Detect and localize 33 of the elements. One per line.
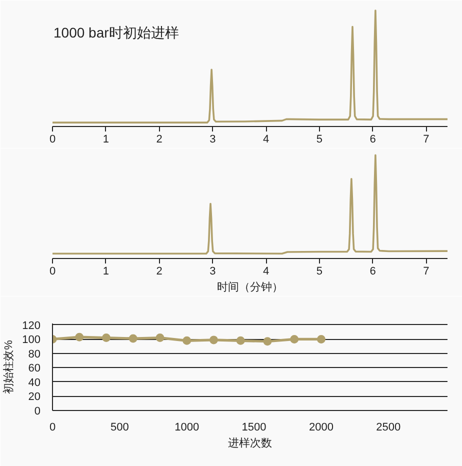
x-tick-label: 6 bbox=[370, 266, 376, 278]
x-tick-label: 1 bbox=[102, 134, 109, 146]
text: 1000 bar时初始进样 bbox=[54, 24, 179, 40]
x-tick-label: 2000 bbox=[308, 422, 334, 434]
x-tick-label: 2 bbox=[156, 266, 162, 278]
y-tick-label: 100 bbox=[22, 334, 41, 346]
x-tick-label: 500 bbox=[110, 422, 129, 434]
x-tick-label: 4 bbox=[262, 134, 270, 146]
x-tick-label: 7 bbox=[423, 266, 430, 278]
y-axis-title: 初始柱效% bbox=[2, 340, 16, 394]
x-tick-label: 0 bbox=[49, 266, 56, 278]
x-tick-label: 3 bbox=[210, 134, 216, 146]
x-tick-label: 0 bbox=[49, 134, 56, 146]
y-tick-label: 80 bbox=[28, 348, 41, 360]
x-axis-title: 进样次数 bbox=[228, 436, 272, 450]
x-tick-label: 6 bbox=[370, 134, 376, 146]
x-tick-label: 1 bbox=[102, 266, 109, 278]
y-tick-label: 60 bbox=[28, 362, 41, 375]
x-tick-label: 5 bbox=[316, 266, 322, 278]
x-tick-label: 3 bbox=[210, 266, 216, 278]
x-tick-label: 2500 bbox=[376, 422, 401, 434]
x-axis-title: 时间（分钟） bbox=[217, 280, 283, 294]
x-tick-label: 1500 bbox=[242, 422, 266, 434]
y-tick-label: 40 bbox=[28, 376, 41, 389]
x-tick-label: 7 bbox=[423, 134, 430, 146]
x-tick-label: 4 bbox=[262, 266, 270, 278]
x-tick-label: 2 bbox=[156, 134, 162, 146]
y-tick-label: 120 bbox=[22, 320, 41, 332]
x-tick-label: 5 bbox=[316, 134, 322, 146]
x-tick-label: 1000 bbox=[174, 422, 200, 434]
y-tick-label: 0 bbox=[34, 406, 41, 418]
y-tick-label: 20 bbox=[28, 391, 41, 404]
x-tick-label: 0 bbox=[49, 422, 56, 434]
